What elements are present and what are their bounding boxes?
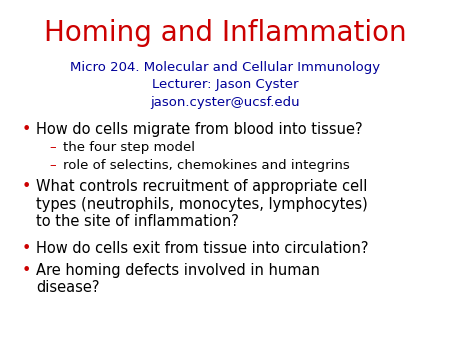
Text: Homing and Inflammation: Homing and Inflammation (44, 19, 406, 47)
Text: Are homing defects involved in human
disease?: Are homing defects involved in human dis… (36, 263, 320, 295)
Text: How do cells migrate from blood into tissue?: How do cells migrate from blood into tis… (36, 122, 363, 137)
Text: •: • (22, 179, 31, 194)
Text: –: – (50, 159, 56, 172)
Text: Micro 204. Molecular and Cellular Immunology: Micro 204. Molecular and Cellular Immuno… (70, 61, 380, 74)
Text: What controls recruitment of appropriate cell
types (neutrophils, monocytes, lym: What controls recruitment of appropriate… (36, 179, 368, 229)
Text: Lecturer: Jason Cyster: Lecturer: Jason Cyster (152, 78, 298, 91)
Text: jason.cyster@ucsf.edu: jason.cyster@ucsf.edu (150, 96, 300, 109)
Text: role of selectins, chemokines and integrins: role of selectins, chemokines and integr… (63, 159, 350, 172)
Text: the four step model: the four step model (63, 141, 195, 154)
Text: •: • (22, 241, 31, 256)
Text: –: – (50, 141, 56, 154)
Text: •: • (22, 263, 31, 278)
Text: •: • (22, 122, 31, 137)
Text: How do cells exit from tissue into circulation?: How do cells exit from tissue into circu… (36, 241, 369, 256)
